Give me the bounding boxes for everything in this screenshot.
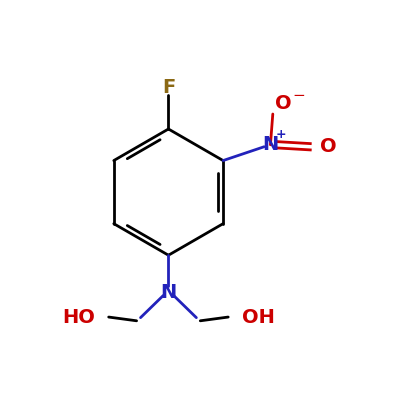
Text: OH: OH [242,308,275,326]
Text: O: O [275,94,292,113]
Text: +: + [275,128,286,141]
Text: N: N [160,283,176,302]
Text: N: N [262,135,278,154]
Text: −: − [293,88,306,103]
Text: F: F [162,78,175,97]
Text: HO: HO [62,308,95,326]
Text: O: O [320,137,337,156]
